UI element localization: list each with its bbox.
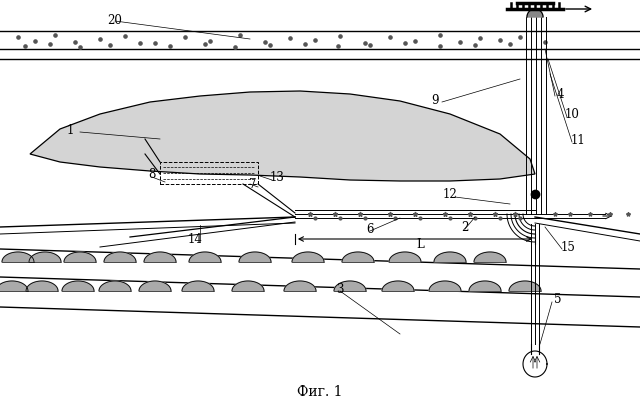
Polygon shape xyxy=(342,252,374,262)
Bar xyxy=(160,162,258,184)
Polygon shape xyxy=(26,282,58,291)
Polygon shape xyxy=(469,282,501,291)
Text: 14: 14 xyxy=(188,233,202,246)
Polygon shape xyxy=(139,282,171,291)
Polygon shape xyxy=(182,282,214,291)
Polygon shape xyxy=(527,10,543,18)
Polygon shape xyxy=(144,252,176,262)
Polygon shape xyxy=(509,282,541,291)
Text: 12: 12 xyxy=(443,188,458,201)
Polygon shape xyxy=(30,92,535,182)
Polygon shape xyxy=(474,252,506,262)
Polygon shape xyxy=(284,282,316,291)
Text: 2: 2 xyxy=(461,221,468,234)
Text: Фиг. 1: Фиг. 1 xyxy=(297,384,343,398)
Polygon shape xyxy=(189,252,221,262)
Text: 5: 5 xyxy=(554,293,562,306)
Polygon shape xyxy=(382,282,414,291)
Text: 9: 9 xyxy=(431,93,439,106)
Polygon shape xyxy=(64,252,96,262)
Polygon shape xyxy=(2,252,34,262)
Polygon shape xyxy=(434,252,466,262)
Polygon shape xyxy=(104,252,136,262)
Text: 1: 1 xyxy=(67,123,74,136)
Polygon shape xyxy=(99,282,131,291)
Text: L: L xyxy=(416,238,424,251)
Text: 13: 13 xyxy=(269,171,284,184)
Polygon shape xyxy=(429,282,461,291)
Text: 11: 11 xyxy=(571,133,586,146)
Polygon shape xyxy=(389,252,421,262)
Polygon shape xyxy=(29,252,61,262)
Polygon shape xyxy=(232,282,264,291)
Text: 8: 8 xyxy=(148,168,156,181)
Text: 3: 3 xyxy=(336,283,344,296)
Text: 10: 10 xyxy=(564,108,579,121)
Text: 4: 4 xyxy=(556,88,564,101)
Polygon shape xyxy=(292,252,324,262)
Text: 20: 20 xyxy=(108,14,122,26)
Text: 6: 6 xyxy=(366,223,374,236)
Polygon shape xyxy=(0,282,28,291)
Text: 15: 15 xyxy=(561,241,575,254)
Polygon shape xyxy=(62,282,94,291)
Polygon shape xyxy=(239,252,271,262)
Polygon shape xyxy=(334,282,366,291)
Text: 7: 7 xyxy=(249,178,257,191)
